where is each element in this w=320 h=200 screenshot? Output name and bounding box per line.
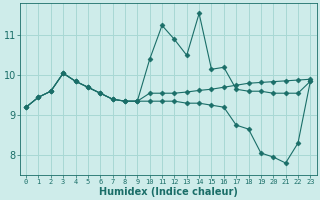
X-axis label: Humidex (Indice chaleur): Humidex (Indice chaleur) xyxy=(99,187,238,197)
